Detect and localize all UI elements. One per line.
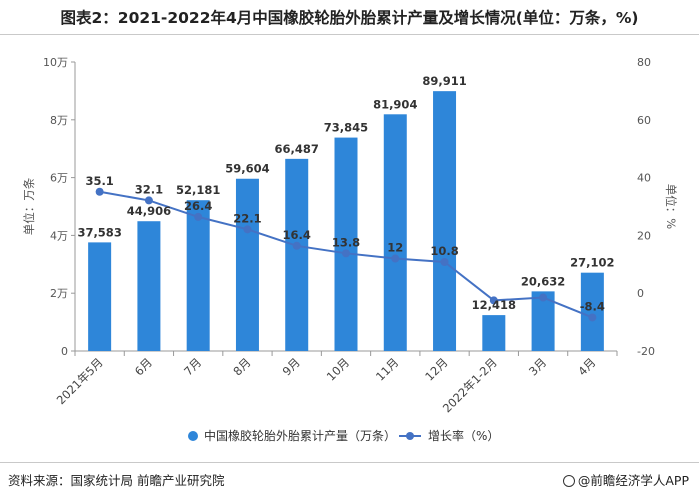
left-tick-label: 2万 [50, 287, 68, 300]
x-tick-label: 6月 [132, 355, 155, 378]
growth-point [539, 293, 548, 302]
chart-title: 图表2：2021-2022年4月中国橡胶轮胎外胎累计产量及增长情况(单位：万条，… [60, 9, 639, 27]
bar [285, 158, 309, 351]
left-tick-label: 6万 [50, 172, 68, 185]
x-tick-label: 11月 [373, 355, 401, 383]
bar [531, 291, 555, 351]
left-tick-label: 0 [61, 345, 68, 358]
growth-point [588, 313, 597, 322]
growth-value-label: 13.8 [332, 235, 360, 249]
legend-bar-swatch [188, 431, 198, 441]
growth-point [342, 249, 350, 258]
growth-value-label: 10.8 [430, 244, 458, 258]
footer-divider [0, 462, 699, 463]
left-tick-label: 4万 [50, 229, 68, 242]
x-tick-label: 2021年5月 [54, 355, 106, 407]
legend-bar-label: 中国橡胶轮胎外胎累计产量（万条） [204, 428, 396, 443]
right-axis-title: 单位：% [664, 184, 678, 229]
growth-point [440, 257, 449, 266]
growth-value-label: 26.4 [184, 199, 212, 213]
growth-value-label: 16.4 [283, 228, 311, 242]
growth-point [243, 225, 252, 234]
x-tick-label: 7月 [181, 355, 204, 378]
x-tick-label: 8月 [230, 355, 253, 378]
bar-value-label: 59,604 [225, 162, 269, 176]
bar [88, 242, 112, 351]
bar-value-label: 12,418 [472, 298, 516, 312]
growth-point [95, 187, 104, 196]
x-tick-label: 4月 [575, 355, 598, 378]
brand-mark: @前瞻经济学人APP [562, 470, 689, 489]
bar-value-label: 81,904 [373, 97, 417, 111]
bar-value-label: 20,632 [521, 274, 565, 288]
source-note: 资料来源：国家统计局 前瞻产业研究院 [8, 473, 225, 488]
right-tick-label: 20 [637, 229, 651, 242]
left-axis-title: 单位：万条 [22, 177, 36, 235]
growth-point [194, 212, 203, 221]
growth-point [489, 296, 498, 305]
growth-value-label: 22.1 [233, 211, 261, 225]
bar [580, 272, 604, 351]
brand-logo-icon [562, 475, 575, 487]
right-tick-label: 80 [637, 56, 651, 69]
bar-value-label: 73,845 [324, 121, 368, 135]
bar [235, 178, 259, 351]
growth-value-label: 35.1 [85, 174, 113, 188]
left-tick-label: 8万 [50, 114, 68, 127]
growth-point [391, 254, 400, 263]
brand-text: @前瞻经济学人APP [577, 473, 689, 488]
legend-line-label: 增长率（%） [428, 428, 499, 443]
bar [137, 221, 161, 351]
x-tick-label: 9月 [280, 355, 303, 378]
x-tick-label: 10月 [324, 355, 352, 383]
bar-value-label: 66,487 [275, 142, 319, 156]
bar [334, 137, 358, 351]
bar-value-label: 44,906 [127, 204, 171, 218]
growth-point [144, 196, 153, 205]
growth-point [292, 241, 301, 250]
bar-value-label: 89,911 [422, 74, 466, 88]
x-tick-label: 12月 [422, 355, 450, 383]
title-divider [0, 34, 699, 35]
growth-value-label: 32.1 [135, 182, 163, 196]
legend-line-marker [406, 432, 414, 440]
bar [383, 114, 407, 351]
bar-value-label: 37,583 [77, 225, 121, 239]
right-tick-label: 60 [637, 114, 651, 127]
growth-value-label: 12 [387, 241, 403, 255]
right-tick-label: 40 [637, 172, 651, 185]
right-tick-label: -20 [637, 345, 655, 358]
bar-value-label: 52,181 [176, 183, 220, 197]
x-tick-label: 3月 [526, 355, 549, 378]
bar-value-label: 27,102 [570, 256, 614, 270]
growth-value-label: -8.4 [580, 299, 605, 313]
right-tick-label: 0 [637, 287, 644, 300]
chart-svg: 0 2万 4万 6万 8万 10万 -20 0 20 40 60 80 单位：万条 单位：% 2021年5月… [22, 56, 678, 443]
bar [482, 315, 506, 351]
bar [433, 91, 457, 351]
left-tick-label: 10万 [43, 56, 68, 69]
bar [186, 200, 210, 351]
